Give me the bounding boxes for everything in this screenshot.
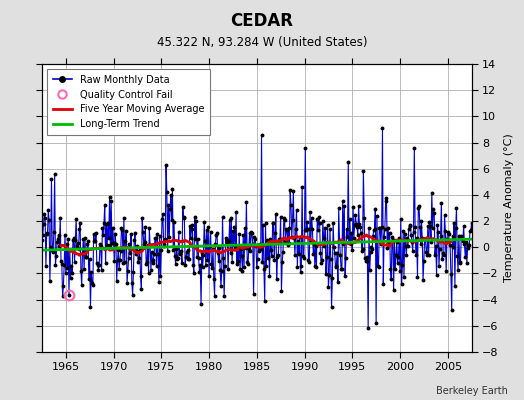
Legend: Raw Monthly Data, Quality Control Fail, Five Year Moving Average, Long-Term Tren: Raw Monthly Data, Quality Control Fail, … xyxy=(47,69,210,135)
Text: 45.322 N, 93.284 W (United States): 45.322 N, 93.284 W (United States) xyxy=(157,36,367,49)
Text: CEDAR: CEDAR xyxy=(231,12,293,30)
Text: Berkeley Earth: Berkeley Earth xyxy=(436,386,508,396)
Y-axis label: Temperature Anomaly (°C): Temperature Anomaly (°C) xyxy=(504,134,514,282)
